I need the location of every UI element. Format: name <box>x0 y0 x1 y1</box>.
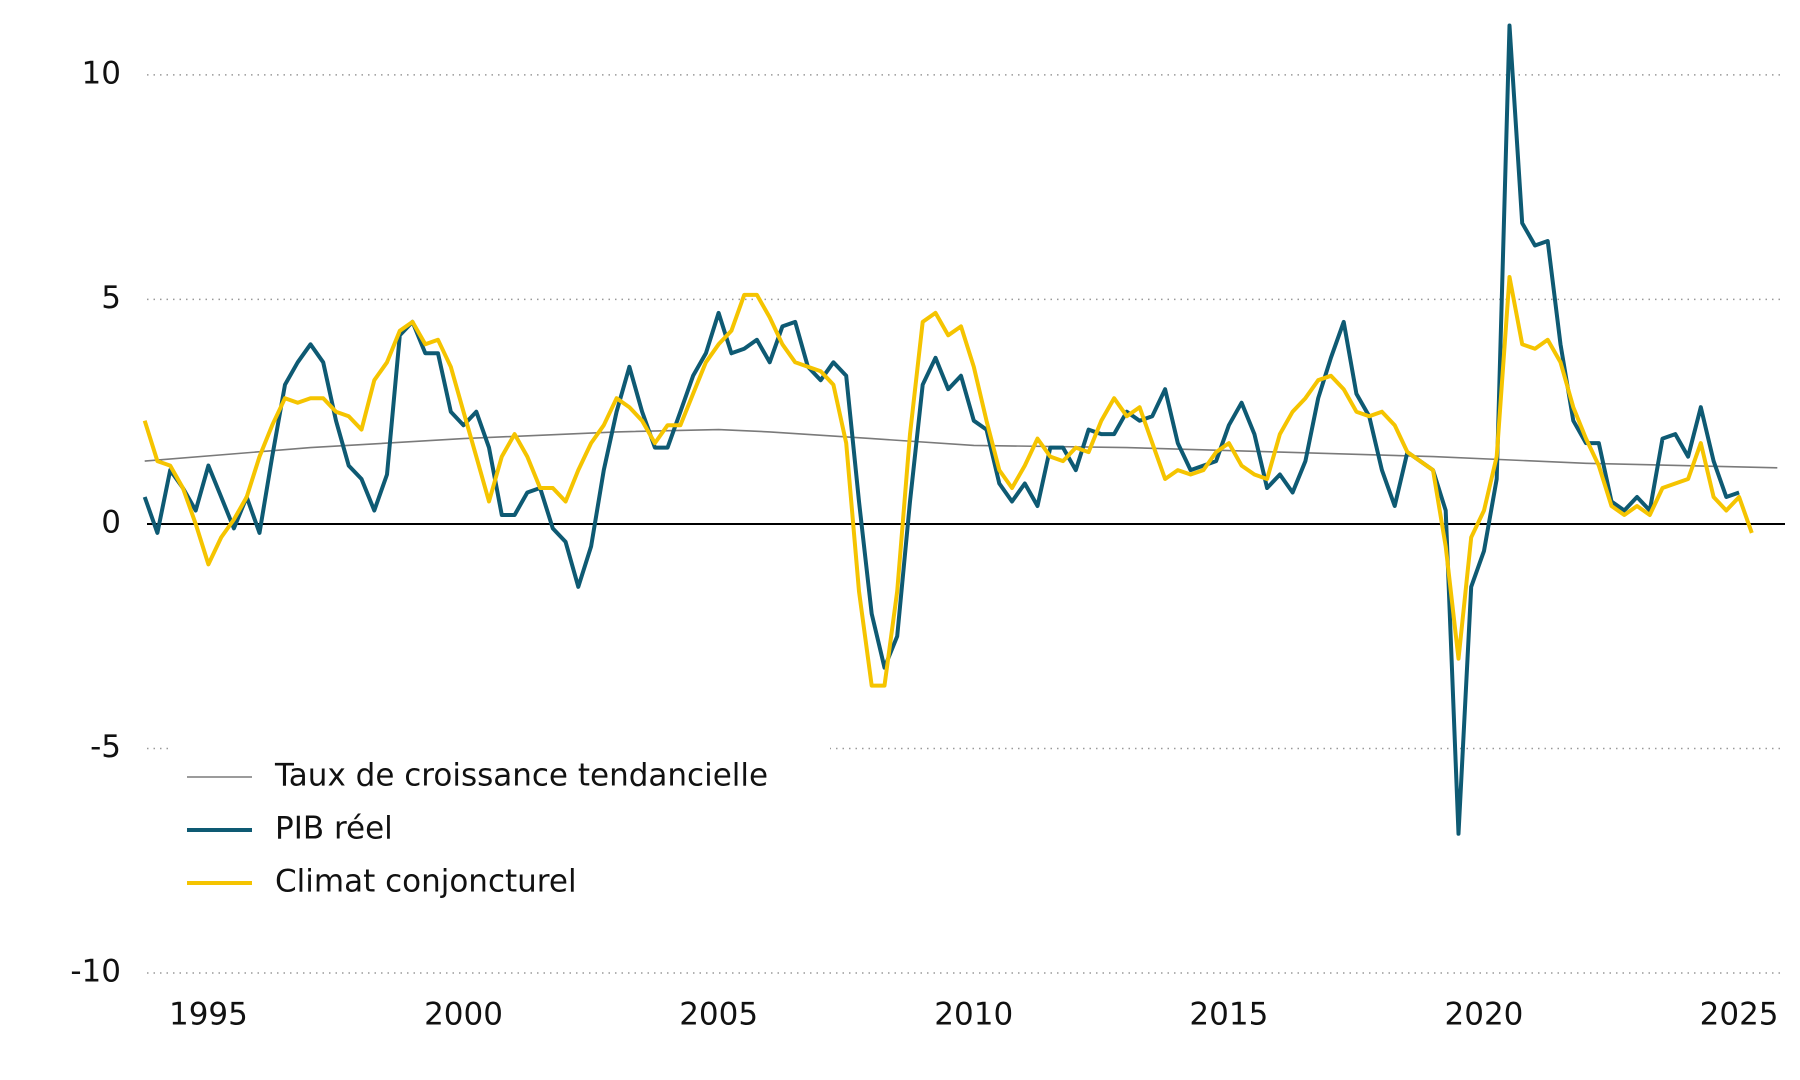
y-tick-label: 5 <box>101 280 121 316</box>
y-tick-label: -5 <box>90 729 121 765</box>
x-tick-label: 2010 <box>934 997 1013 1033</box>
series-line <box>142 275 1754 688</box>
x-tick-label: 1995 <box>169 997 248 1033</box>
legend-background <box>170 745 830 915</box>
legend-label: Taux de croissance tendancielle <box>274 758 768 794</box>
x-tick-label: 2020 <box>1445 997 1524 1033</box>
x-tick-label: 2000 <box>424 997 503 1033</box>
y-tick-label: 10 <box>82 55 121 91</box>
legend-label: PIB réel <box>275 811 393 847</box>
x-tick-label: 2025 <box>1700 997 1779 1033</box>
series-line <box>144 428 1778 469</box>
legend-label: Climat conjoncturel <box>275 864 577 900</box>
y-tick-label: -10 <box>70 954 121 990</box>
x-tick-label: 2015 <box>1189 997 1268 1033</box>
y-tick-label: 0 <box>101 504 121 540</box>
x-tick-label: 2005 <box>679 997 758 1033</box>
